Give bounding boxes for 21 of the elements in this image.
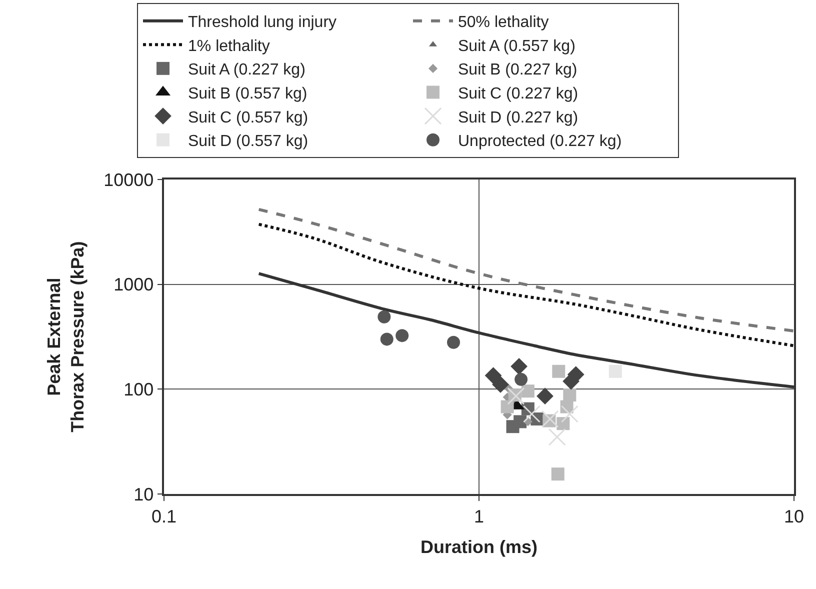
legend-label: Suit C (0.557 kg) [188,109,308,126]
legend-label: Unprotected (0.227 kg) [458,133,622,150]
x-axis-title: Duration (ms) [420,536,538,557]
y-axis-title: Peak External Thorax Pressure (kPa) [44,241,88,432]
y-tick-label: 100 [124,380,154,400]
x-tick-label: 0.1 [151,506,177,526]
legend-label: Suit A (0.227 kg) [188,62,306,79]
legend-label: 1% lethality [188,38,270,55]
y-tick-label: 10 [134,484,154,504]
legend-label: Suit B (0.227 kg) [458,62,578,79]
legend-label: Suit D (0.227 kg) [458,109,578,126]
x-tick-label: 1 [474,506,484,526]
legend-label: Suit A (0.557 kg) [458,38,576,55]
legend-label: Suit D (0.557 kg) [188,133,308,150]
y-tick-label: 1000 [114,274,154,295]
legend-label: Suit C (0.227 kg) [458,85,578,102]
y-tick-label: 10000 [104,170,154,190]
legend-label: Threshold lung injury [188,14,337,32]
x-tick-label: 10 [784,506,804,526]
legend-label: Suit B (0.557 kg) [188,85,308,102]
legend-label: 50% lethality [458,14,549,32]
